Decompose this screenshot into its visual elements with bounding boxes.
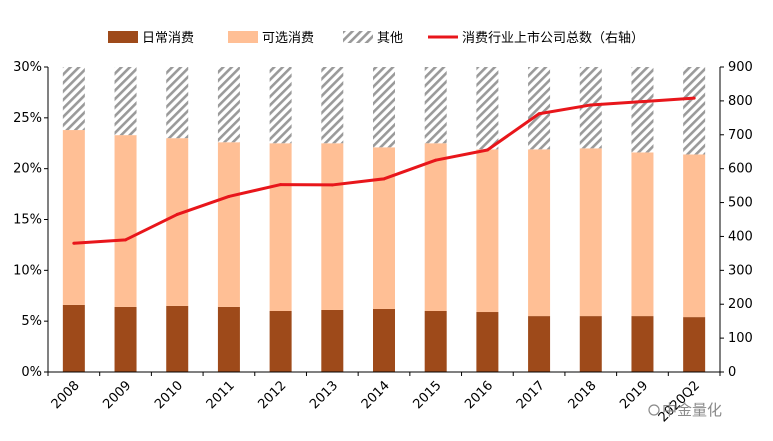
y-tick-label-right: 600 [728, 162, 753, 177]
bar-1-2011 [217, 142, 240, 307]
line-point-2018 [589, 103, 593, 107]
y-tick-label-left: 0% [21, 365, 42, 380]
x-tick-label: 2011 [204, 378, 238, 412]
x-tick-label: 2015 [411, 378, 445, 412]
bar-0-2012 [269, 311, 292, 372]
bar-1-2009 [114, 135, 137, 307]
bar-0-2018 [579, 316, 602, 372]
x-tick-label: 2018 [566, 378, 600, 412]
bar-2-2013 [321, 67, 344, 144]
x-tick-label: 2019 [617, 378, 651, 412]
bar-1-2019 [631, 152, 654, 317]
x-tick-label: 2014 [359, 378, 393, 412]
bar-2-2020Q2 [683, 67, 706, 155]
legend-swatch-2 [343, 31, 373, 43]
legend-label-1: 可选消费 [262, 31, 314, 46]
line-point-2012 [279, 183, 283, 187]
y-tick-label-right: 100 [728, 331, 753, 346]
line-point-2017 [537, 112, 541, 116]
y-tick-label-left: 15% [13, 213, 42, 228]
x-tick-label: 2009 [100, 378, 134, 412]
y-tick-label-left: 5% [21, 314, 42, 329]
bar-2-2014 [373, 67, 395, 148]
bar-0-2020Q2 [683, 317, 706, 372]
legend-label-3: 消费行业上市公司总数（右轴） [462, 30, 644, 46]
y-tick-label-left: 30% [13, 60, 42, 75]
bar-0-2016 [476, 312, 499, 372]
y-tick-label-right: 700 [728, 128, 753, 143]
y-tick-label-right: 900 [728, 60, 753, 75]
legend-label-2: 其他 [377, 31, 403, 46]
y-tick-label-right: 500 [728, 196, 753, 211]
bar-2-2018 [579, 67, 602, 149]
bar-2-2012 [269, 67, 292, 144]
bar-0-2017 [528, 316, 551, 372]
line-point-2011 [227, 194, 231, 198]
bar-0-2008 [62, 304, 85, 372]
bar-1-2012 [269, 143, 292, 311]
x-tick-label: 2012 [255, 378, 289, 412]
y-tick-label-right: 200 [728, 297, 753, 312]
legend-swatch-1 [228, 31, 258, 43]
bar-0-2014 [373, 308, 395, 372]
line-point-2010 [175, 212, 179, 216]
bar-0-2011 [217, 306, 240, 372]
watermark-text: 中金量化 [662, 401, 722, 419]
line-point-2020Q2 [692, 96, 696, 100]
y-tick-label-left: 25% [13, 111, 42, 126]
legend-swatch-0 [108, 31, 138, 43]
bar-2-2015 [424, 67, 447, 144]
bar-0-2019 [631, 316, 654, 372]
bar-2-2016 [476, 67, 499, 150]
bar-1-2014 [373, 147, 395, 309]
line-point-2015 [434, 158, 438, 162]
line-point-2009 [124, 238, 128, 242]
line-point-2014 [382, 177, 386, 181]
wechat-icon [648, 404, 660, 416]
bar-2-2011 [217, 67, 240, 143]
bar-1-2017 [528, 149, 551, 317]
bars-group [62, 67, 706, 372]
bar-1-2020Q2 [683, 154, 706, 318]
legend: 日常消费 可选消费 其他 消费行业上市公司总数（右轴） [108, 30, 644, 46]
watermark-group: 中金量化 [648, 401, 722, 419]
bar-0-2009 [114, 306, 137, 372]
x-tick-label: 2013 [307, 378, 341, 412]
bar-0-2013 [321, 309, 344, 372]
bar-2-2017 [528, 67, 551, 150]
bar-2-2009 [114, 67, 137, 136]
y-tick-label-right: 800 [728, 94, 753, 109]
y-tick-label-left: 10% [13, 263, 42, 278]
x-tick-label: 2017 [514, 378, 548, 412]
y-tick-label-left: 20% [13, 162, 42, 177]
bar-1-2008 [62, 130, 85, 305]
bar-1-2015 [424, 143, 447, 311]
bar-2-2019 [631, 67, 654, 153]
bar-0-2015 [424, 311, 447, 372]
bar-1-2016 [476, 149, 499, 313]
legend-label-0: 日常消费 [142, 31, 194, 46]
bar-0-2010 [166, 305, 189, 372]
bar-2-2010 [166, 67, 189, 139]
y-tick-label-right: 0 [728, 365, 736, 380]
bar-1-2013 [321, 143, 344, 310]
y-tick-label-right: 300 [728, 263, 753, 278]
line-group [72, 96, 696, 245]
x-tick-label: 2008 [49, 378, 83, 412]
line-point-2013 [330, 183, 334, 187]
y-tick-label-right: 400 [728, 229, 753, 244]
x-tick-label: 2016 [462, 378, 496, 412]
x-tick-label: 2010 [152, 378, 186, 412]
bar-1-2010 [166, 138, 189, 306]
bar-1-2018 [579, 148, 602, 317]
line-point-2016 [485, 148, 489, 152]
line-point-2008 [72, 241, 76, 245]
line-point-2019 [640, 100, 644, 104]
bar-2-2008 [62, 67, 85, 131]
